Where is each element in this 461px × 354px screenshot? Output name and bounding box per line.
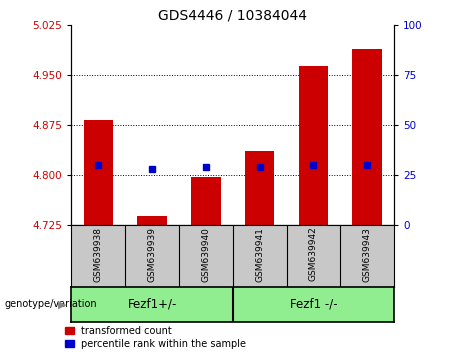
Text: Fezf1 -/-: Fezf1 -/- bbox=[290, 298, 337, 311]
Legend: transformed count, percentile rank within the sample: transformed count, percentile rank withi… bbox=[65, 326, 246, 349]
Bar bbox=[299, 66, 328, 225]
Text: GSM639938: GSM639938 bbox=[94, 227, 103, 282]
Text: GSM639942: GSM639942 bbox=[309, 227, 318, 281]
Text: GSM639940: GSM639940 bbox=[201, 227, 210, 281]
Text: GSM639939: GSM639939 bbox=[148, 227, 157, 282]
Text: Fezf1+/-: Fezf1+/- bbox=[127, 298, 177, 311]
Bar bbox=[353, 50, 382, 225]
Text: genotype/variation: genotype/variation bbox=[5, 299, 97, 309]
Bar bbox=[245, 151, 274, 225]
Text: ▶: ▶ bbox=[58, 299, 66, 309]
Bar bbox=[83, 120, 113, 225]
Bar bbox=[191, 177, 221, 225]
Text: GSM639941: GSM639941 bbox=[255, 227, 264, 281]
Title: GDS4446 / 10384044: GDS4446 / 10384044 bbox=[158, 8, 307, 22]
Text: GSM639943: GSM639943 bbox=[363, 227, 372, 281]
Bar bbox=[137, 216, 167, 225]
